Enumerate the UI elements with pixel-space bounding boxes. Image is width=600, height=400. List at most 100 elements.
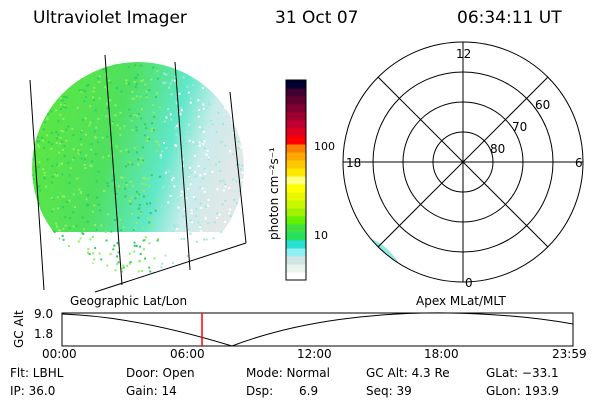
image-pixel [107, 213, 110, 216]
image-pixel [182, 215, 185, 218]
image-pixel [235, 202, 238, 205]
image-pixel [207, 158, 210, 161]
image-pixel [189, 183, 192, 186]
image-pixel [172, 244, 175, 247]
image-pixel [167, 108, 170, 111]
colorbar-swatch [286, 216, 306, 225]
y-tick-9: 9.0 [34, 307, 54, 321]
image-pixel [165, 147, 168, 150]
image-pixel [173, 226, 176, 229]
image-pixel [135, 129, 138, 132]
image-pixel [117, 243, 120, 246]
image-pixel [157, 141, 160, 144]
image-pixel [63, 102, 66, 105]
colorbar-swatch [286, 248, 306, 257]
image-pixel [111, 179, 114, 182]
image-pixel [169, 194, 172, 197]
image-pixel [61, 234, 64, 237]
image-pixel [68, 174, 71, 177]
image-pixel [46, 134, 49, 137]
image-pixel [32, 114, 35, 117]
image-pixel [144, 183, 147, 186]
image-pixel [229, 214, 232, 217]
image-pixel [202, 177, 205, 180]
image-pixel [51, 164, 54, 167]
image-pixel [134, 64, 137, 67]
image-pixel [228, 73, 231, 76]
image-pixel [115, 87, 118, 90]
image-pixel [203, 147, 206, 150]
image-pixel [187, 230, 190, 233]
image-pixel [141, 79, 144, 82]
image-pixel [84, 96, 87, 99]
image-pixel [76, 106, 79, 109]
image-pixel [200, 140, 203, 143]
image-pixel [109, 81, 112, 84]
image-pixel [89, 164, 92, 167]
colorbar-swatch [286, 88, 306, 97]
image-pixel [80, 157, 83, 160]
image-pixel [207, 157, 210, 160]
image-pixel [89, 238, 92, 241]
y-tick-1.8: 1.8 [34, 327, 54, 341]
image-pixel [129, 202, 132, 205]
image-pixel [185, 197, 188, 200]
image-pixel [144, 83, 147, 86]
image-pixel [115, 192, 118, 195]
image-pixel [65, 128, 68, 131]
image-pixel [79, 191, 82, 194]
image-pixel [224, 184, 227, 187]
image-pixel [49, 77, 52, 80]
image-pixel [124, 195, 127, 198]
image-pixel [146, 139, 149, 142]
image-pixel [186, 187, 189, 190]
image-pixel [61, 173, 64, 176]
image-pixel [192, 141, 195, 144]
image-pixel [69, 167, 72, 170]
image-pixel [95, 126, 98, 129]
image-pixel [226, 106, 229, 109]
image-pixel [136, 73, 139, 76]
image-pixel [180, 109, 183, 112]
image-pixel [183, 238, 186, 241]
image-pixel [102, 156, 105, 159]
image-pixel [59, 142, 62, 145]
colorbar-swatch [286, 192, 306, 201]
image-pixel [148, 242, 151, 245]
image-pixel [64, 69, 67, 72]
image-pixel [144, 257, 147, 260]
image-pixel [235, 214, 238, 217]
image-pixel [33, 157, 36, 160]
image-pixel [226, 88, 229, 91]
image-pixel [234, 136, 237, 139]
image-pixel [178, 92, 181, 95]
image-pixel [197, 165, 200, 168]
image-pixel [211, 170, 214, 173]
image-pixel [83, 73, 86, 76]
image-pixel [137, 216, 140, 219]
image-pixel [202, 107, 205, 110]
image-pixel [137, 163, 140, 166]
image-pixel [103, 189, 106, 192]
image-pixel [77, 152, 80, 155]
image-pixel [79, 237, 82, 240]
image-pixel [121, 270, 124, 273]
colorbar-swatch [286, 136, 306, 145]
image-pixel [59, 97, 62, 100]
image-pixel [195, 235, 198, 238]
image-pixel [125, 82, 128, 85]
image-pixel [197, 76, 200, 79]
image-pixel [156, 239, 159, 242]
image-pixel [153, 115, 156, 118]
image-pixel [201, 92, 204, 95]
image-pixel [51, 196, 54, 199]
image-pixel [59, 136, 62, 139]
image-pixel [49, 75, 52, 78]
image-pixel [232, 153, 235, 156]
colorbar-swatch [286, 208, 306, 217]
image-pixel [63, 63, 66, 66]
image-pixel [41, 77, 44, 80]
image-pixel [85, 154, 88, 157]
image-pixel [177, 198, 180, 201]
image-pixel [124, 187, 127, 190]
